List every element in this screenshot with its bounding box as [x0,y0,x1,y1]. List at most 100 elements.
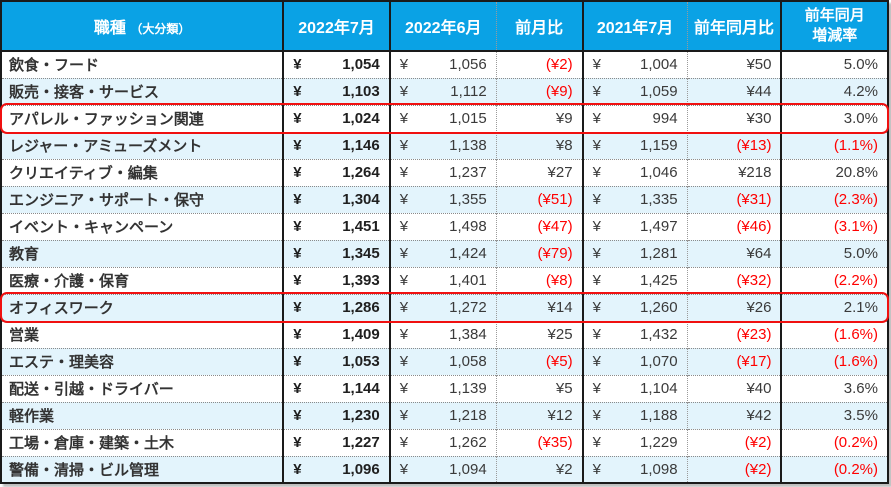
accounting-cell: ¥ 1,188 [584,407,687,424]
mom-cell: (¥35) [496,428,584,456]
yoy-rate-value: (1.6%) [833,326,878,343]
col-header-yoy: 前年同月比 [687,1,783,52]
job-category-label: クリエイティブ・編集 [9,165,158,182]
accounting-cell: ¥ 1,046 [584,164,687,181]
col-header-job-category: 職種 （大分類） [1,1,285,52]
table-row: エステ・理美容 ¥ 1,053 ¥ 1,058 (¥5) ¥ 1,070 (¥1… [1,347,888,375]
yoy-rate-value: 3.5% [843,407,878,424]
mom-value: ¥5 [555,380,573,397]
accounting-cell: ¥ 1,264 [284,164,388,181]
yoy-rate-cell: 5.0% [781,239,888,267]
jul2022-value: 1,286 [342,299,380,316]
yen-symbol: ¥ [293,434,302,451]
yen-symbol: ¥ [399,460,409,478]
yen-symbol: ¥ [399,137,409,154]
jun2022-cell: ¥ 1,272 [389,293,497,321]
job-category-cell: クリエイティブ・編集 [1,158,285,186]
job-category-cell: オフィスワーク [1,293,285,321]
yen-symbol: ¥ [592,407,601,424]
yoy-rate-value: (2.3%) [833,191,878,208]
yoy-cell: (¥2) [687,455,783,483]
mom-value: (¥5) [545,353,573,370]
jul2022-cell: ¥ 1,451 [283,212,391,240]
job-category-label: イベント・キャンペーン [9,219,174,236]
yoy-rate-cell: (3.1%) [781,212,888,240]
yoy-rate-cell: (2.2%) [781,266,888,294]
table-row: イベント・キャンペーン ¥ 1,451 ¥ 1,498 (¥47) ¥ 1,49… [1,212,888,240]
yen-symbol: ¥ [592,434,601,451]
jul2021-value: 1,188 [640,407,678,424]
col-header-mom: 前月比 [496,1,584,52]
yoy-value: ¥50 [746,56,772,74]
yen-symbol: ¥ [399,326,409,343]
jun2022-value: 1,401 [449,272,487,289]
jul2021-cell: ¥ 1,497 [582,212,688,240]
jun2022-cell: ¥ 1,058 [389,347,497,375]
yoy-rate-value: 20.8% [835,164,878,181]
yoy-value: (¥32) [736,272,772,289]
mom-cell: ¥12 [496,401,584,429]
table-row: 軽作業 ¥ 1,230 ¥ 1,218 ¥12 ¥ 1,188 ¥42 [1,401,888,429]
yoy-value: ¥44 [746,83,772,100]
yen-symbol: ¥ [399,83,409,100]
table-row: レジャー・アミューズメント ¥ 1,146 ¥ 1,138 ¥8 ¥ 1,159… [1,131,888,159]
jul2021-value: 1,229 [640,434,678,451]
yen-symbol: ¥ [399,245,409,262]
table-row: 販売・接客・サービス ¥ 1,103 ¥ 1,112 (¥9) ¥ 1,059 … [1,77,888,105]
jul2021-value: 1,070 [640,353,678,370]
table-row: アパレル・ファッション関連 ¥ 1,024 ¥ 1,015 ¥9 ¥ 994 ¥… [1,104,888,132]
jul2022-cell: ¥ 1,144 [283,374,391,402]
yen-symbol: ¥ [293,460,302,478]
accounting-cell: ¥ 1,286 [284,299,388,316]
jul2021-cell: ¥ 1,335 [582,185,688,213]
yoy-value: ¥42 [746,407,772,424]
jul2022-value: 1,146 [342,137,380,154]
jun2022-cell: ¥ 1,355 [389,185,497,213]
yoy-value: (¥17) [736,353,772,370]
jun2022-value: 1,218 [449,407,487,424]
yoy-rate-cell: 20.8% [781,158,888,186]
jul2022-value: 1,345 [342,245,380,262]
jul2021-value: 1,432 [640,326,678,343]
yen-symbol: ¥ [293,110,302,127]
jul2022-cell: ¥ 1,409 [283,320,391,348]
accounting-cell: ¥ 1,335 [584,191,687,208]
jul2021-value: 1,098 [640,460,678,478]
yoy-rate-value: 5.0% [843,245,878,262]
mom-value: (¥47) [537,218,573,235]
table-row: 教育 ¥ 1,345 ¥ 1,424 (¥79) ¥ 1,281 ¥64 [1,239,888,267]
accounting-cell: ¥ 1,096 [284,461,388,478]
accounting-cell: ¥ 1,056 [391,56,496,73]
mom-cell: ¥5 [496,374,584,402]
yen-symbol: ¥ [293,164,302,181]
yoy-cell: ¥44 [687,77,783,105]
yen-symbol: ¥ [592,245,601,262]
accounting-cell: ¥ 1,272 [391,299,496,316]
yoy-value: (¥31) [736,191,772,208]
col-header-yoy-rate: 前年同月 増減率 [781,1,888,52]
yoy-rate-cell: 3.0% [781,104,888,132]
jul2021-value: 1,335 [640,191,678,208]
mom-cell: ¥14 [496,293,584,321]
jul2021-cell: ¥ 1,070 [582,347,688,375]
yen-symbol: ¥ [592,110,601,127]
yoy-cell: (¥32) [687,266,783,294]
yen-symbol: ¥ [399,353,409,370]
jul2021-value: 1,425 [640,272,678,289]
job-category-label: 飲食・フード [9,57,100,75]
jul2022-cell: ¥ 1,264 [283,158,391,186]
jul2021-cell: ¥ 1,046 [582,158,688,186]
jul2022-value: 1,096 [342,460,380,478]
accounting-cell: ¥ 1,355 [391,191,496,208]
mom-value: (¥2) [545,56,573,74]
yoy-rate-value: 3.6% [843,380,878,397]
accounting-cell: ¥ 1,424 [391,245,496,262]
yen-symbol: ¥ [399,299,409,316]
yoy-rate-value: 3.0% [843,110,878,127]
yoy-rate-value: 2.1% [843,299,878,316]
jun2022-value: 1,015 [449,110,487,127]
accounting-cell: ¥ 1,227 [284,434,388,451]
jul2021-value: 1,281 [640,245,678,262]
jul2022-value: 1,264 [342,164,380,181]
